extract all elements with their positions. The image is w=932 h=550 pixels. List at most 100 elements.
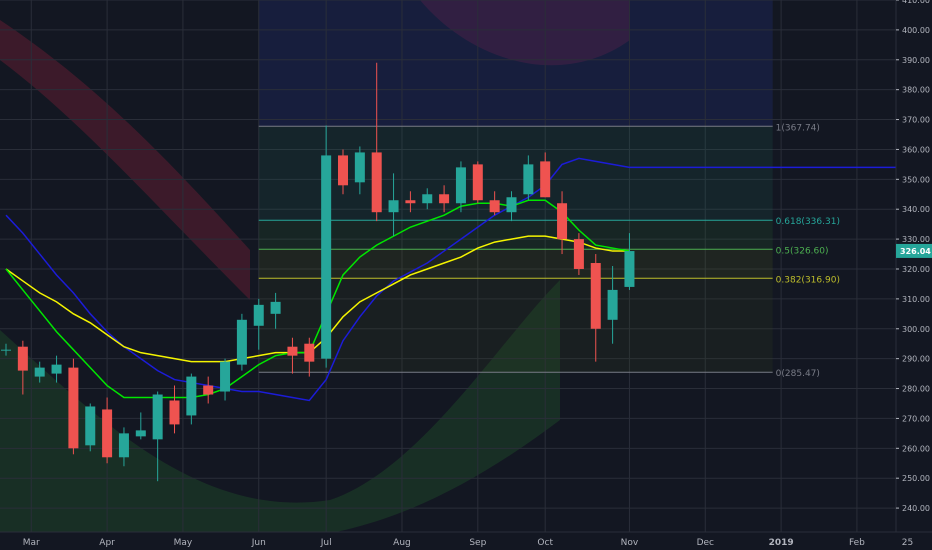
fib-zone bbox=[258, 220, 773, 250]
candle-up[interactable] bbox=[270, 292, 281, 329]
candle-down[interactable] bbox=[68, 358, 79, 455]
candle-body bbox=[169, 400, 180, 425]
candle-down[interactable] bbox=[304, 337, 315, 377]
price-tick-label: 250.00 bbox=[902, 474, 930, 483]
price-tick-label: 380.00 bbox=[902, 86, 930, 95]
background-bands bbox=[0, 0, 773, 540]
candle-down[interactable] bbox=[338, 149, 348, 195]
price-tick-label: 370.00 bbox=[902, 116, 930, 125]
time-tick-label: Aug bbox=[393, 538, 411, 548]
price-tick-label: 330.00 bbox=[902, 235, 930, 244]
candle-body bbox=[287, 346, 298, 356]
price-axis[interactable]: 240.00 250.00 260.00 270.00 280.00 290.00 300.… bbox=[895, 0, 932, 532]
candle-body bbox=[573, 239, 584, 269]
candle-body bbox=[523, 164, 534, 195]
time-tick-label: Dec bbox=[697, 538, 714, 548]
price-tick-label: 270.00 bbox=[902, 414, 930, 423]
time-tick-label: Sep bbox=[469, 538, 486, 548]
price-tick-label: 280.00 bbox=[902, 385, 930, 394]
candle-up[interactable] bbox=[236, 313, 247, 371]
candle-body bbox=[489, 200, 500, 213]
candle-down[interactable] bbox=[203, 376, 214, 404]
price-tick-label: 300.00 bbox=[902, 325, 930, 334]
candle-down[interactable] bbox=[17, 340, 28, 395]
candle-body bbox=[439, 194, 450, 204]
candle-up[interactable] bbox=[118, 427, 129, 467]
candle-down[interactable] bbox=[102, 397, 113, 464]
candle-up[interactable] bbox=[523, 155, 534, 201]
candle-up[interactable] bbox=[624, 233, 635, 290]
price-tick-label: 350.00 bbox=[902, 175, 930, 184]
candle-down[interactable] bbox=[287, 337, 298, 374]
candle-body bbox=[203, 385, 214, 395]
candle-up[interactable] bbox=[152, 391, 163, 482]
candle-up[interactable] bbox=[34, 361, 45, 383]
candle-up[interactable] bbox=[186, 373, 197, 425]
band-green-bottom bbox=[0, 280, 560, 540]
candle-body bbox=[253, 304, 264, 326]
last-price-tag: 326.04 bbox=[896, 243, 932, 258]
candle-down[interactable] bbox=[169, 385, 180, 434]
candle-up[interactable] bbox=[253, 298, 264, 350]
candle-body bbox=[506, 197, 517, 213]
candle-up[interactable] bbox=[1, 343, 11, 356]
candle-body bbox=[304, 343, 315, 362]
candle-body bbox=[371, 152, 382, 213]
time-tick-label: May bbox=[174, 538, 193, 548]
candle-body bbox=[135, 430, 146, 437]
candle-down[interactable] bbox=[405, 191, 416, 213]
price-tick-label: 340.00 bbox=[902, 205, 930, 214]
candle-body bbox=[68, 367, 79, 449]
candle-down[interactable] bbox=[472, 161, 483, 204]
time-tick-label: Nov bbox=[621, 538, 639, 548]
fib-level-label: 0.5(326.60) bbox=[776, 246, 829, 256]
candle-up[interactable] bbox=[422, 188, 433, 210]
ma-fast-line bbox=[5, 199, 630, 399]
fib-level-label: 0.382(316.90) bbox=[776, 275, 840, 285]
candle-down[interactable] bbox=[371, 62, 382, 222]
candle-body bbox=[405, 200, 416, 204]
candle-down[interactable] bbox=[573, 233, 584, 275]
candle-up[interactable] bbox=[135, 412, 146, 440]
candle-down[interactable] bbox=[590, 254, 601, 362]
candle-body bbox=[85, 406, 96, 446]
price-tick-label: 390.00 bbox=[902, 56, 930, 65]
candle-body bbox=[152, 394, 163, 440]
price-tick-label: 400.00 bbox=[902, 26, 930, 35]
candle-body bbox=[236, 319, 247, 365]
fib-level-label: 0.618(336.31) bbox=[776, 217, 840, 227]
candle-up[interactable] bbox=[220, 358, 231, 401]
candle-up[interactable] bbox=[354, 146, 365, 195]
candle-body bbox=[540, 161, 551, 198]
time-tick-label: Apr bbox=[99, 538, 115, 548]
time-tick-label: 2019 bbox=[769, 538, 794, 548]
candle-body bbox=[607, 289, 618, 320]
candle-up[interactable] bbox=[388, 173, 399, 237]
candle-body bbox=[472, 164, 483, 201]
time-axis[interactable]: Mar Apr May Jun Jul Aug Sep Oct Nov Dec 2019 Feb 25 bbox=[0, 531, 932, 550]
candle-up[interactable] bbox=[506, 191, 517, 222]
candle-down[interactable] bbox=[439, 185, 450, 213]
ma-slow-line bbox=[5, 157, 916, 402]
price-tick-label: 310.00 bbox=[902, 295, 930, 304]
price-tick-label: 320.00 bbox=[902, 265, 930, 274]
candle-body bbox=[118, 433, 129, 458]
candle-body bbox=[422, 194, 433, 204]
candle-up[interactable] bbox=[455, 161, 466, 213]
candle-down[interactable] bbox=[557, 191, 568, 255]
candle-down[interactable] bbox=[540, 152, 551, 198]
time-tick-label: Jul bbox=[320, 538, 332, 548]
candle-up[interactable] bbox=[321, 125, 332, 368]
candle-up[interactable] bbox=[51, 355, 62, 383]
candle-body bbox=[338, 155, 348, 186]
candles[interactable] bbox=[1, 62, 635, 482]
candle-body bbox=[557, 203, 568, 240]
candle-up[interactable] bbox=[607, 266, 618, 344]
candle-up[interactable] bbox=[85, 403, 96, 452]
candle-down[interactable] bbox=[489, 191, 500, 216]
candle-body bbox=[17, 346, 28, 371]
candle-body bbox=[354, 152, 365, 183]
fib-zone bbox=[258, 278, 773, 373]
